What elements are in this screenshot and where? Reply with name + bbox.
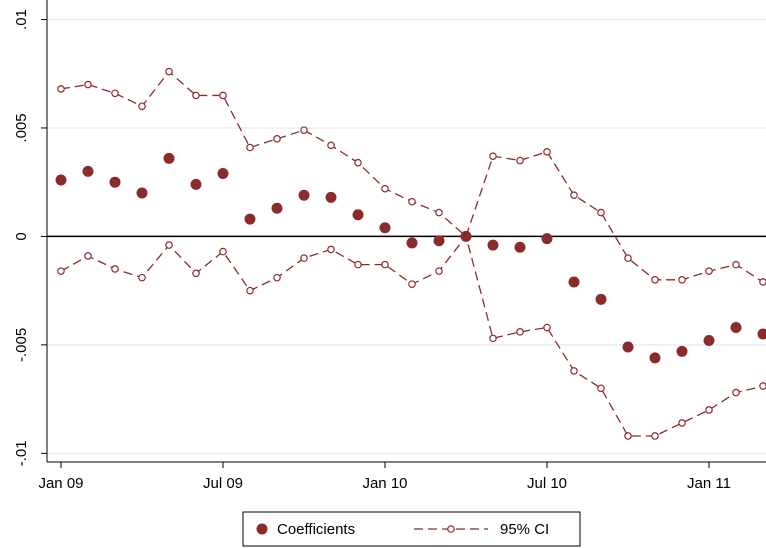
y-tick-label: .005 xyxy=(13,113,30,142)
coefficient-point xyxy=(541,233,553,245)
ci-point xyxy=(300,126,308,134)
ci-point xyxy=(489,334,497,343)
ci-point xyxy=(570,367,578,375)
coefficient-point xyxy=(379,222,391,234)
ci-point xyxy=(678,276,686,284)
ci-point xyxy=(84,252,92,260)
ci-point xyxy=(570,191,578,200)
ci-point xyxy=(732,260,740,269)
y-tick-label: -.01 xyxy=(13,440,30,466)
ci-point xyxy=(192,269,200,278)
ci-point xyxy=(759,278,766,286)
ci-point xyxy=(354,158,362,167)
ci-point xyxy=(759,382,766,390)
x-tick-label: Jan 11 xyxy=(687,475,731,492)
coefficient-point xyxy=(271,202,283,214)
ci-point xyxy=(111,265,119,273)
coefficient-point xyxy=(55,174,67,186)
ci-point xyxy=(300,254,308,262)
coefficient-point xyxy=(703,335,715,347)
ci-point xyxy=(489,152,497,160)
coefficient-point xyxy=(730,322,742,334)
ci-point xyxy=(516,156,524,165)
coefficient-point xyxy=(352,209,364,221)
ci-point xyxy=(111,89,119,98)
ci-point xyxy=(408,197,416,206)
coefficient-point xyxy=(298,189,310,201)
ci-point xyxy=(408,280,416,288)
ci-point xyxy=(705,267,713,275)
ci-point xyxy=(57,85,65,93)
ci-point xyxy=(381,260,389,269)
coefficient-point xyxy=(460,230,472,242)
coefficient-point xyxy=(82,165,94,177)
ci-point xyxy=(624,432,632,440)
ci-point xyxy=(651,276,659,284)
ci-point xyxy=(705,406,713,414)
coefficient-point xyxy=(136,187,148,199)
ci-point xyxy=(246,143,254,152)
y-tick-label: .01 xyxy=(13,9,30,30)
ci-point xyxy=(273,135,281,143)
coefficient-point xyxy=(568,276,580,288)
ci-point xyxy=(678,419,686,427)
ci-point xyxy=(273,273,281,282)
x-tick-label: Jan 09 xyxy=(38,475,83,492)
ci-point xyxy=(165,67,173,76)
ci-point xyxy=(219,91,227,100)
coefficient-point xyxy=(649,352,661,364)
coefficient-point xyxy=(244,213,256,225)
ci-point xyxy=(597,208,605,217)
ci-point xyxy=(516,328,524,336)
ci-point xyxy=(624,254,632,262)
coefficient-point xyxy=(622,341,634,353)
ci-point xyxy=(543,148,551,156)
coefficient-point xyxy=(676,345,688,357)
ci-point xyxy=(354,260,362,269)
ci-point xyxy=(138,102,146,111)
coefficient-point xyxy=(109,176,121,188)
coefficient-point xyxy=(325,191,337,203)
ci-point xyxy=(543,323,551,332)
coefficient-point xyxy=(433,235,445,247)
y-tick-label: -.005 xyxy=(13,328,30,362)
coefficient-point xyxy=(217,168,229,180)
legend-marker xyxy=(447,525,455,533)
ci-point xyxy=(597,384,605,393)
ci-point xyxy=(435,208,443,217)
legend-marker xyxy=(256,523,268,535)
ci-point xyxy=(435,267,443,275)
ci-point xyxy=(327,141,335,150)
x-tick-label: Jul 10 xyxy=(527,475,567,492)
legend-box xyxy=(242,511,581,547)
y-tick-label: 0 xyxy=(13,232,30,240)
legend-label: 95% CI xyxy=(500,521,549,538)
ci-point xyxy=(57,267,65,275)
ci-point xyxy=(327,245,335,254)
ci-point xyxy=(246,286,254,295)
legend-label: Coefficients xyxy=(277,521,355,538)
ci-point xyxy=(165,241,173,249)
ci-point xyxy=(381,184,389,193)
coefficient-point xyxy=(190,178,202,190)
x-tick-label: Jul 09 xyxy=(203,475,243,492)
coefficient-point xyxy=(757,328,766,340)
ci-point xyxy=(732,388,740,397)
coefficient-point xyxy=(406,237,418,249)
ci-point xyxy=(138,273,146,282)
coefficient-point xyxy=(514,241,526,253)
ci-point xyxy=(84,80,92,89)
coefficient-point xyxy=(595,293,607,305)
x-tick-label: Jan 10 xyxy=(362,475,407,492)
ci-point xyxy=(219,247,227,256)
ci-point xyxy=(192,91,200,100)
coefficient-point xyxy=(487,239,499,251)
ci-point xyxy=(651,432,659,440)
coefficient-point xyxy=(163,152,175,164)
